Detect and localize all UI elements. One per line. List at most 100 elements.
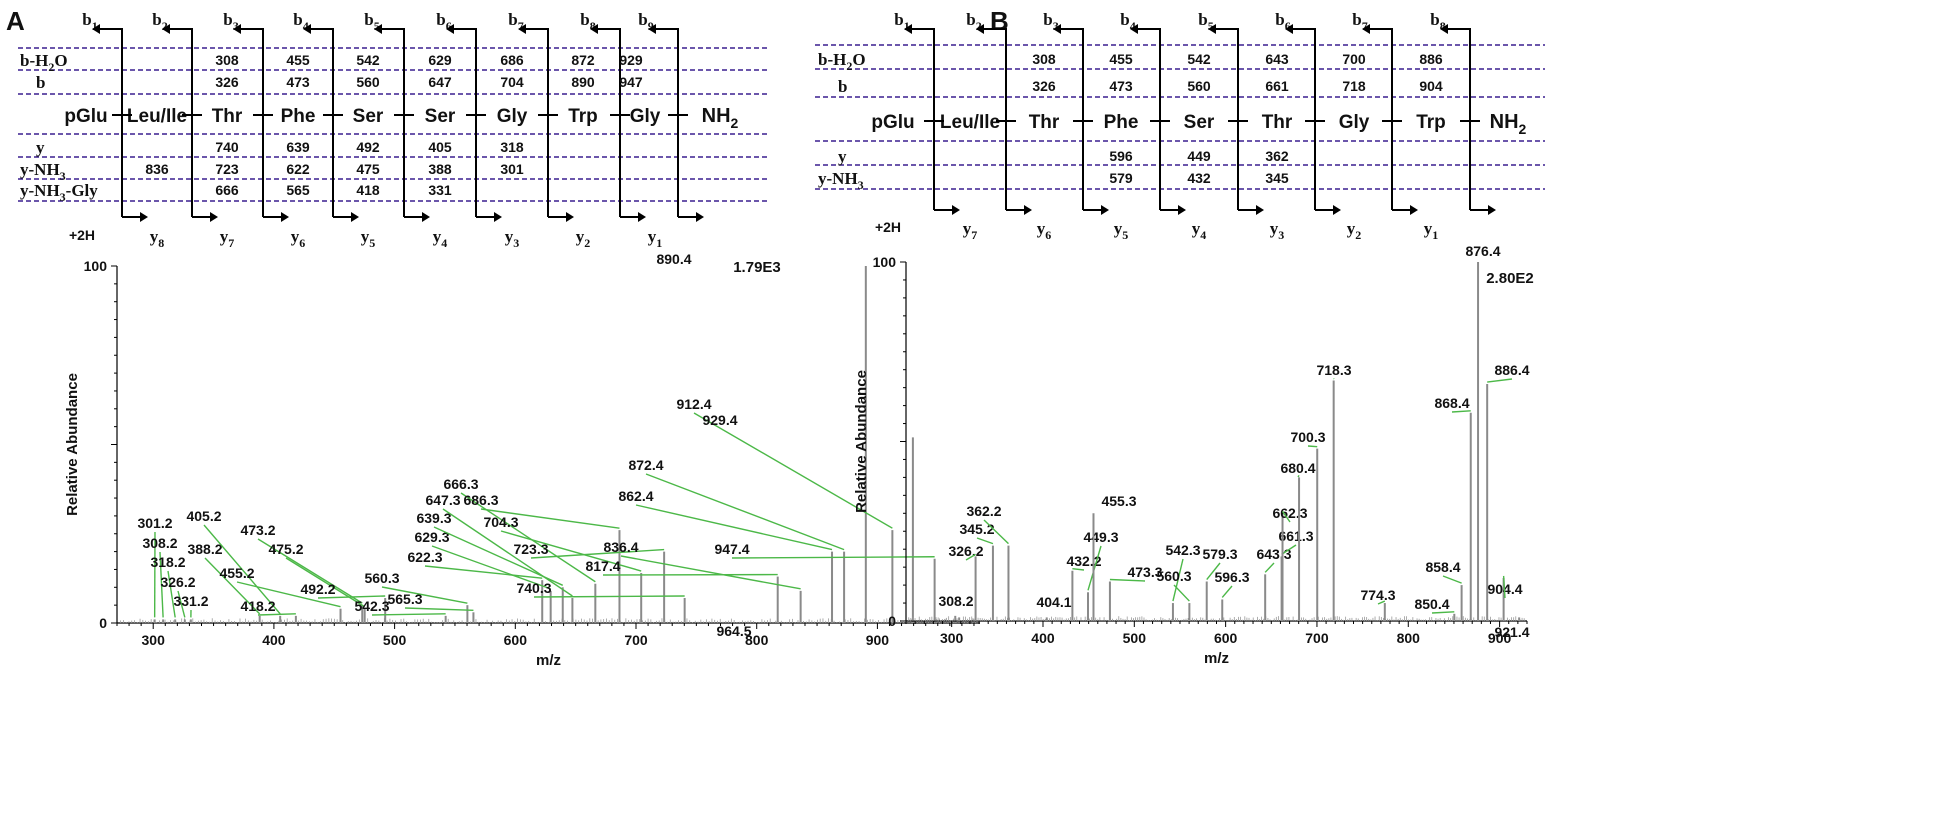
leader-line: [731, 556, 935, 559]
peak-label: 318.2: [150, 554, 185, 570]
arrowhead-left: [518, 24, 526, 34]
arrowhead-right: [210, 212, 218, 222]
fragment-value: 318: [500, 139, 524, 155]
x-tick-label: 700: [1305, 630, 1329, 646]
row-label: y: [838, 147, 847, 166]
peak-label: 579.3: [1202, 546, 1237, 562]
arrowhead-left: [303, 24, 311, 34]
arrowhead-right: [952, 205, 960, 215]
arrowhead-left: [1285, 24, 1293, 34]
peak-label: 449.3: [1083, 529, 1118, 545]
fragment-value: 947: [619, 74, 643, 90]
fragment-value: 405: [428, 139, 452, 155]
fragment-value: 308: [1032, 51, 1056, 67]
fragment-value: 704: [500, 74, 524, 90]
arrowhead-left: [162, 24, 170, 34]
x-tick-label: 800: [745, 632, 769, 648]
leader-line: [1172, 558, 1184, 602]
fragment-value: 388: [428, 161, 452, 177]
arrowhead-right: [1101, 205, 1109, 215]
peak-label: 700.3: [1290, 429, 1325, 445]
y-ion-label: y1: [1424, 219, 1439, 242]
b-ion-label: b6: [436, 10, 451, 33]
panel-label-a: A: [6, 6, 25, 36]
leader-line: [381, 586, 468, 604]
peak-label: 886.4: [1494, 362, 1529, 378]
x-tick-label: 400: [1031, 630, 1055, 646]
arrowhead-right: [281, 212, 289, 222]
peak-label: 890.4: [656, 251, 691, 267]
peak-label: 542.3: [354, 598, 389, 614]
cleavage-line: [170, 28, 193, 217]
peak-label: 868.4: [1434, 395, 1469, 411]
leader-line: [983, 519, 1009, 545]
b-ion-label: b4: [1120, 10, 1135, 33]
cleavage-line: [382, 28, 405, 217]
intensity-scale-label: 1.79E3: [733, 259, 781, 276]
row-label: y: [36, 138, 45, 157]
arrowhead-right: [422, 212, 430, 222]
y-ion-label: y7: [220, 227, 235, 250]
leader-line: [500, 530, 642, 572]
fragment-value: 723: [215, 161, 239, 177]
peak-label: 542.3: [1165, 542, 1200, 558]
peak-label: 388.2: [187, 541, 222, 557]
peak-label: 686.3: [463, 492, 498, 508]
leader-line: [317, 595, 386, 599]
leader-line: [1109, 578, 1146, 582]
b-ion-label: b9: [638, 10, 653, 33]
peak-label: 622.3: [407, 549, 442, 565]
peak-label: 964.5: [716, 623, 751, 639]
y-ion-label: y7: [963, 219, 978, 242]
y-tick-label: 0: [888, 613, 896, 629]
x-tick-label: 900: [1488, 630, 1512, 646]
fragment-value: 639: [286, 139, 310, 155]
y-ion-label: y2: [1347, 219, 1362, 242]
fragment-value: 449: [1187, 148, 1211, 164]
fragment-value: 836: [145, 161, 169, 177]
arrowhead-right: [1178, 205, 1186, 215]
fragment-value: 622: [286, 161, 310, 177]
peak-label: 560.3: [364, 570, 399, 586]
row-label: b-H2O: [20, 51, 68, 74]
arrowhead-left: [1053, 24, 1061, 34]
b-ion-label: b6: [1275, 10, 1290, 33]
x-tick-label: 600: [1214, 630, 1238, 646]
peak-label: 473.2: [240, 522, 275, 538]
b-ion-label: b5: [1198, 10, 1213, 33]
leader-line: [371, 613, 446, 616]
x-tick-label: 300: [940, 630, 964, 646]
leader-line: [1173, 584, 1190, 602]
peak-label: 473.3: [1127, 564, 1162, 580]
residue-label: Ser: [353, 106, 384, 127]
leader-line: [1442, 575, 1462, 584]
peak-label: 850.4: [1414, 596, 1449, 612]
b-ion-label: b2: [966, 10, 981, 33]
residue-label: Phe: [1104, 112, 1139, 133]
peak-label: 662.3: [1272, 505, 1307, 521]
leader-line: [1451, 410, 1471, 413]
x-axis-title: m/z: [536, 652, 561, 669]
fragment-value: 700: [1342, 51, 1366, 67]
y-ion-label: y8: [150, 227, 165, 250]
fragment-value: 455: [286, 52, 310, 68]
fragment-value: 492: [356, 139, 380, 155]
row-label: b: [36, 73, 45, 92]
leader-line: [1264, 562, 1275, 573]
x-axis-title: m/z: [1204, 650, 1229, 667]
fragment-value: 661: [1265, 78, 1289, 94]
b-ion-label: b7: [508, 10, 523, 33]
leader-line: [1206, 562, 1221, 580]
peak-label: 639.3: [416, 510, 451, 526]
peak-label: 643.3: [1256, 546, 1291, 562]
peak-label: 308.2: [142, 535, 177, 551]
fragment-value: 718: [1342, 78, 1366, 94]
fragment-value: 929: [619, 52, 643, 68]
terminal-nh2: NH2: [702, 105, 739, 131]
b-ion-label: b3: [1043, 10, 1058, 33]
y-axis-title: Relative Abundance: [853, 370, 870, 513]
residue-label: Leu/Ile: [127, 106, 187, 127]
arrowhead-left: [1440, 24, 1448, 34]
leader-line: [1307, 445, 1318, 448]
cleavage-line: [1061, 28, 1084, 210]
